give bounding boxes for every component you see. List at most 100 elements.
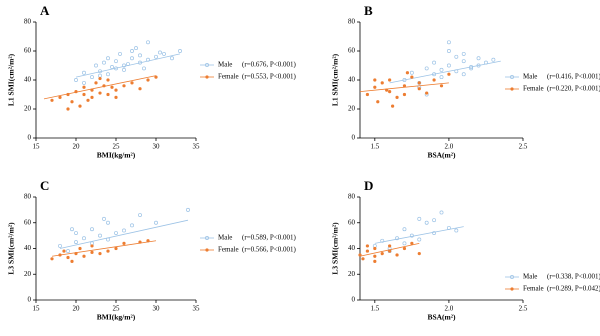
point bbox=[98, 91, 102, 95]
y-tick-label: 60 bbox=[348, 47, 356, 55]
y-tick-label: 60 bbox=[24, 47, 32, 55]
x-axis-label: BSA(m²) bbox=[427, 151, 456, 160]
fit-line bbox=[389, 60, 501, 84]
point bbox=[461, 59, 466, 64]
point bbox=[491, 57, 496, 62]
point bbox=[454, 54, 459, 59]
point bbox=[74, 231, 78, 235]
point bbox=[402, 246, 407, 251]
y-tick-label: 0 bbox=[28, 296, 32, 304]
point bbox=[380, 81, 384, 85]
point bbox=[58, 243, 62, 248]
x-axis-label: BSA(m²) bbox=[427, 313, 456, 322]
point bbox=[417, 87, 421, 91]
x-tick-label: 30 bbox=[153, 143, 161, 151]
x-tick-label: 2.0 bbox=[445, 305, 454, 313]
point bbox=[417, 216, 422, 221]
point bbox=[424, 66, 429, 71]
fit-line bbox=[43, 75, 157, 100]
legend-marker bbox=[510, 275, 514, 279]
point bbox=[409, 70, 414, 75]
point bbox=[106, 56, 110, 61]
point bbox=[395, 236, 399, 241]
x-axis-label: BMI(kg/m²) bbox=[97, 313, 136, 322]
legend-marker bbox=[205, 248, 209, 252]
point bbox=[373, 78, 377, 82]
y-tick-label: 80 bbox=[24, 193, 32, 201]
legend-stat: (r=0.676, P<0.001) bbox=[242, 61, 296, 69]
point bbox=[66, 249, 70, 254]
fit-line bbox=[359, 82, 449, 92]
panel-label: C bbox=[40, 178, 49, 193]
point bbox=[122, 67, 126, 72]
point bbox=[114, 246, 118, 251]
y-axis-label: L3 SMI(cm²/m²) bbox=[331, 222, 340, 275]
point bbox=[138, 213, 142, 217]
fit-line bbox=[374, 226, 464, 244]
point bbox=[58, 95, 62, 99]
point bbox=[446, 63, 451, 68]
legend-name: Male bbox=[218, 61, 232, 69]
point bbox=[432, 78, 436, 82]
x-tick-label: 35 bbox=[193, 305, 201, 313]
point bbox=[409, 233, 414, 238]
point bbox=[373, 254, 377, 258]
point bbox=[106, 78, 110, 82]
x-tick-label: 25 bbox=[113, 143, 121, 151]
point bbox=[50, 98, 54, 102]
point bbox=[90, 95, 94, 99]
point bbox=[130, 49, 134, 53]
point bbox=[130, 81, 134, 85]
point bbox=[186, 207, 190, 212]
point bbox=[122, 84, 126, 88]
x-tick-label: 2.5 bbox=[519, 305, 528, 313]
point bbox=[66, 107, 70, 111]
legend-marker bbox=[510, 87, 514, 91]
point bbox=[98, 76, 102, 81]
panel-label: D bbox=[364, 178, 373, 193]
legend-name: Female bbox=[218, 246, 239, 254]
point bbox=[391, 104, 395, 108]
point bbox=[82, 80, 86, 85]
point bbox=[461, 72, 466, 77]
point bbox=[158, 50, 162, 55]
point bbox=[82, 92, 86, 97]
point bbox=[102, 216, 106, 221]
point bbox=[98, 252, 102, 256]
y-tick-label: 80 bbox=[348, 18, 356, 26]
y-tick-label: 20 bbox=[348, 105, 356, 113]
point bbox=[388, 244, 392, 248]
legend-stat: (r=0.289, P=0.042) bbox=[547, 285, 600, 293]
y-tick-label: 80 bbox=[24, 18, 32, 26]
legend-marker bbox=[205, 236, 209, 240]
y-tick-label: 80 bbox=[348, 193, 356, 201]
y-tick-label: 60 bbox=[24, 218, 32, 226]
point bbox=[98, 233, 102, 238]
point bbox=[410, 241, 414, 245]
legend-name: Male bbox=[523, 73, 537, 81]
fit-line bbox=[75, 53, 181, 78]
legend-name: Female bbox=[523, 285, 544, 293]
point bbox=[388, 78, 392, 82]
point bbox=[365, 249, 370, 253]
point bbox=[402, 92, 407, 97]
point bbox=[86, 98, 90, 102]
point bbox=[122, 228, 126, 233]
point bbox=[439, 67, 444, 72]
y-tick-label: 0 bbox=[28, 134, 32, 142]
point bbox=[70, 227, 74, 232]
y-tick-label: 20 bbox=[24, 270, 32, 278]
x-tick-label: 2.5 bbox=[519, 143, 528, 151]
point bbox=[130, 56, 134, 61]
point bbox=[82, 254, 86, 258]
legend-marker bbox=[510, 75, 514, 79]
point bbox=[74, 240, 78, 245]
y-tick-label: 40 bbox=[348, 244, 356, 252]
legend-name: Female bbox=[218, 73, 239, 81]
point bbox=[94, 63, 98, 68]
point bbox=[70, 100, 74, 104]
point bbox=[146, 40, 150, 45]
legend-name: Male bbox=[523, 273, 537, 281]
point bbox=[373, 85, 377, 89]
